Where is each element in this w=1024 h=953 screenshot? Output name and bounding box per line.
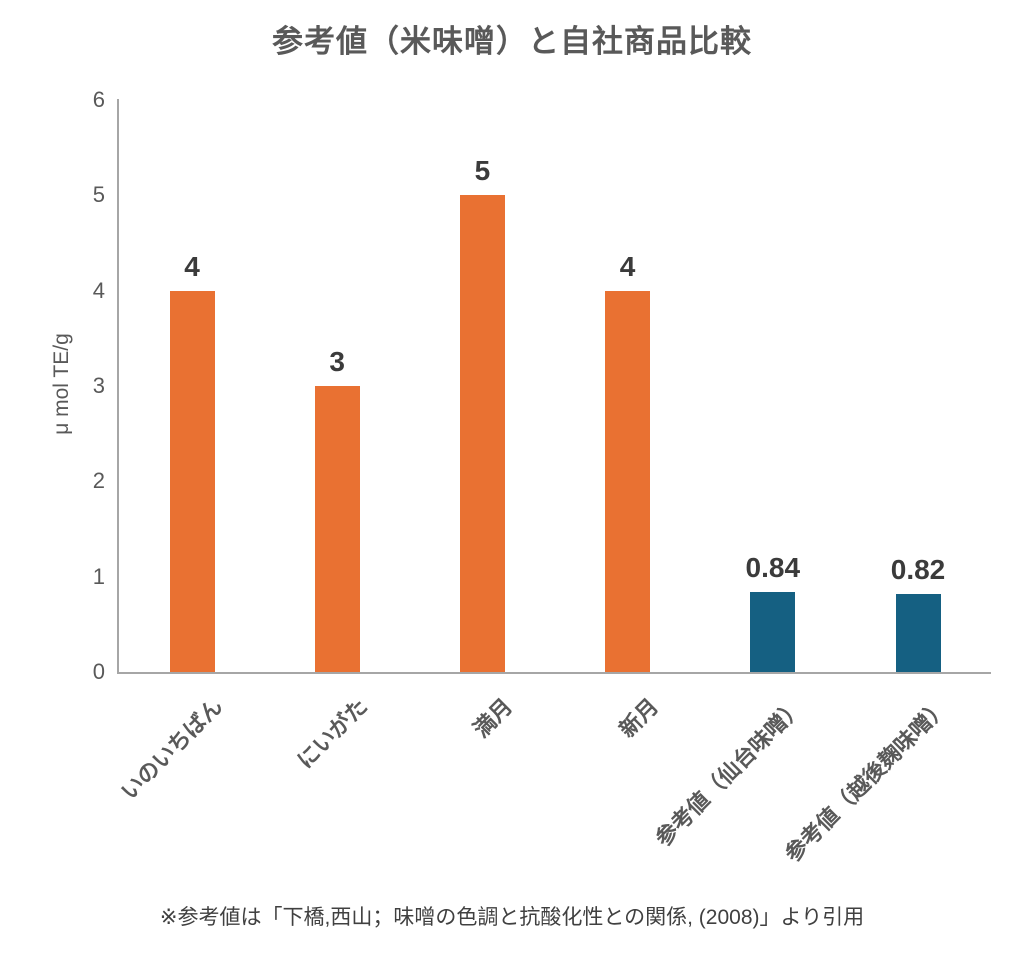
bar-value-label: 4: [619, 250, 636, 282]
bar-にいがた: [314, 386, 360, 672]
bar-value-label: 3: [329, 346, 345, 377]
bar-参考値（越後麹味噌）: [895, 593, 941, 672]
x-category-label: にいがた: [292, 693, 373, 774]
y-axis-line: [117, 99, 119, 674]
chart-footnote: ※参考値は「下橋,西山；味噌の色調と抗酸化性との関係, (2008)」より引用: [159, 906, 865, 929]
bar-value-label: 0.84: [745, 551, 801, 583]
x-axis-line: [117, 672, 991, 674]
y-tick-label-3: 3: [92, 373, 105, 398]
bar-value-label: 4: [184, 250, 200, 282]
x-category-label: 新月: [614, 693, 663, 743]
bar-参考値（仙台味噌）: [750, 591, 796, 672]
bar-いのいちばん: [169, 290, 215, 672]
x-category-label: いのいちばん: [116, 693, 228, 805]
y-tick-label-4: 4: [92, 277, 105, 303]
x-category-label: 参考値（仙台味噌）: [650, 693, 809, 852]
bar-新月: [605, 290, 651, 672]
y-tick-label-6: 6: [92, 87, 105, 113]
x-category-label: 満月: [468, 693, 518, 743]
bar-value-label: 0.82: [890, 553, 946, 585]
bar-value-label: 5: [474, 155, 491, 187]
y-tick-label-0: 0: [92, 659, 105, 684]
y-tick-label-1: 1: [92, 563, 105, 589]
y-tick-label-5: 5: [92, 182, 105, 208]
y-tick-label-2: 2: [92, 468, 105, 494]
chart-title: 参考値（米味噌）と自社商品比較: [272, 24, 752, 59]
bar-満月: [459, 195, 505, 672]
